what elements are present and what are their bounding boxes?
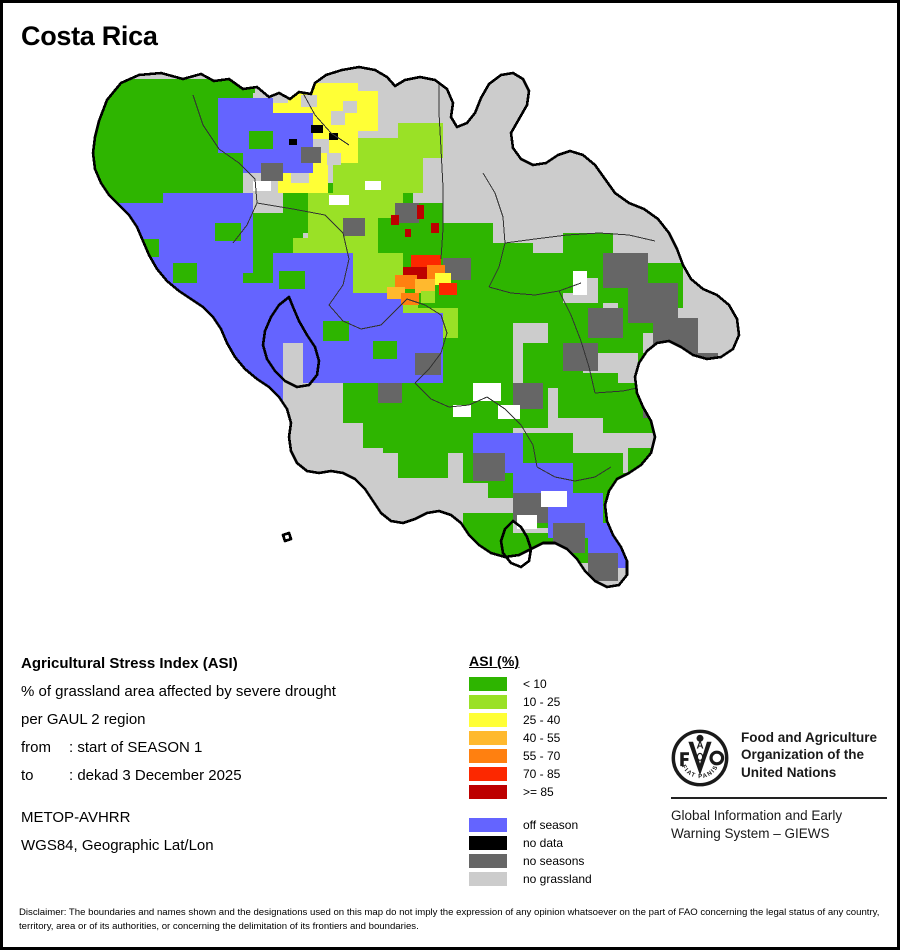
- legend-special-swatch: [469, 853, 507, 868]
- fao-header-row: A FIAT PANIS Food and Agriculture Organi…: [671, 729, 887, 787]
- coastline: [91, 65, 741, 589]
- legend-class-label: 70 - 85: [523, 766, 561, 781]
- legend-title: ASI (%): [469, 653, 520, 669]
- map-canvas[interactable]: [43, 53, 783, 623]
- fao-organization-name: Food and Agriculture Organization of the…: [741, 729, 877, 781]
- fao-system-name: Global Information and Early Warning Sys…: [671, 807, 887, 842]
- map-legend: ASI (%) < 10 10 - 25 25 - 40 40 - 55 55 - 70…: [469, 653, 592, 888]
- info-region: per GAUL 2 region: [21, 711, 146, 728]
- legend-special-label: no data: [523, 835, 564, 850]
- legend-class-list: < 10 10 - 25 25 - 40 40 - 55 55 - 70 70 - 85 >…: [469, 675, 592, 800]
- map-info-block: Agricultural Stress Index (ASI) % of gra…: [21, 655, 451, 865]
- map-gap-specks: [253, 181, 587, 529]
- map-base-layer: [93, 67, 739, 587]
- legend-special-swatch: [469, 871, 507, 886]
- info-to-key: to: [21, 767, 34, 784]
- legend-class-row: >= 85: [469, 783, 592, 800]
- legend-class-label: >= 85: [523, 784, 554, 799]
- info-description: % of grassland area affected by severe d…: [21, 683, 336, 700]
- legend-class-row: 70 - 85: [469, 765, 592, 782]
- legend-special-list: off season no data no seasons no grassland: [469, 816, 592, 887]
- legend-special-row: no seasons: [469, 852, 592, 869]
- legend-class-swatch: [469, 730, 507, 745]
- legend-special-label: no grassland: [523, 871, 592, 886]
- legend-class-row: 55 - 70: [469, 747, 592, 764]
- fao-org-line-1: Food and Agriculture: [741, 730, 877, 745]
- legend-gap: [469, 801, 592, 816]
- fao-branding-block: A FIAT PANIS Food and Agriculture Organi…: [671, 729, 887, 842]
- legend-class-swatch: [469, 748, 507, 763]
- info-spacer: [21, 795, 451, 809]
- fao-org-line-3: United Nations: [741, 764, 837, 780]
- fao-org-line-2: Organization of the: [741, 747, 864, 763]
- fao-logo-icon: A FIAT PANIS: [671, 729, 729, 787]
- info-from-value: : start of SEASON 1: [69, 739, 203, 756]
- legend-special-label: off season: [523, 817, 579, 832]
- info-from-row: from : start of SEASON 1: [21, 739, 451, 756]
- svg-text:A: A: [696, 741, 703, 752]
- info-to-value: : dekad 3 December 2025: [69, 767, 242, 784]
- fao-divider: [671, 797, 887, 799]
- info-heading: Agricultural Stress Index (ASI): [21, 655, 238, 672]
- legend-class-swatch: [469, 712, 507, 727]
- fao-system-line-1: Global Information and Early: [671, 808, 843, 823]
- legend-class-row: < 10: [469, 675, 592, 692]
- legend-special-swatch: [469, 835, 507, 850]
- legend-special-row: no grassland: [469, 870, 592, 887]
- legend-class-label: < 10: [523, 676, 547, 691]
- no-data-specks: [289, 125, 338, 145]
- legend-class-label: 40 - 55: [523, 730, 561, 745]
- legend-special-label: no seasons: [523, 853, 585, 868]
- map-svg[interactable]: [43, 53, 783, 623]
- info-to-row: to : dekad 3 December 2025: [21, 767, 451, 784]
- legend-class-swatch: [469, 766, 507, 781]
- page-title: Costa Rica: [21, 21, 158, 51]
- legend-class-swatch: [469, 694, 507, 709]
- legend-special-row: off season: [469, 816, 592, 833]
- info-projection: WGS84, Geographic Lat/Lon: [21, 837, 214, 854]
- legend-class-row: 25 - 40: [469, 711, 592, 728]
- legend-class-row: 10 - 25: [469, 693, 592, 710]
- legend-class-swatch: [469, 784, 507, 799]
- legend-class-label: 25 - 40: [523, 712, 561, 727]
- central-valley-stress-cluster: [387, 205, 457, 305]
- legend-special-row: no data: [469, 834, 592, 851]
- legend-class-swatch: [469, 676, 507, 691]
- info-from-key: from: [21, 739, 51, 756]
- legend-class-row: 40 - 55: [469, 729, 592, 746]
- legend-special-swatch: [469, 817, 507, 832]
- disclaimer-text: Disclaimer: The boundaries and names sho…: [19, 907, 880, 933]
- fao-system-line-2: Warning System – GIEWS: [671, 825, 830, 841]
- legend-class-label: 55 - 70: [523, 748, 561, 763]
- legend-class-label: 10 - 25: [523, 694, 561, 709]
- info-sensor: METOP-AVHRR: [21, 809, 131, 826]
